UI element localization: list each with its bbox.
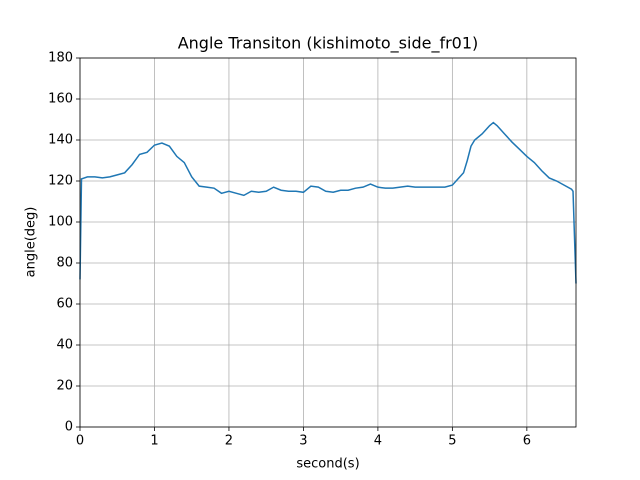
y-tick-label: 40 [56, 338, 73, 353]
y-tick-label: 180 [48, 51, 73, 66]
x-tick-label: 5 [448, 434, 456, 449]
y-tick-label: 160 [48, 92, 73, 107]
y-tick-label: 140 [48, 133, 73, 148]
y-tick-label: 60 [56, 297, 73, 312]
y-axis-label: angle(deg) [24, 207, 39, 278]
y-tick-label: 0 [65, 420, 73, 435]
data-line [79, 121, 577, 284]
y-tick-label: 100 [48, 215, 73, 230]
y-tick-label: 20 [56, 379, 73, 394]
x-tick-label: 2 [225, 434, 233, 449]
x-tick-label: 0 [76, 434, 84, 449]
x-tick-label: 1 [150, 434, 158, 449]
plot-frame [79, 57, 577, 428]
x-tick-label: 3 [299, 434, 307, 449]
chart-title: Angle Transiton (kishimoto_side_fr01) [178, 34, 479, 54]
y-tick-label: 120 [48, 174, 73, 189]
x-tick-label: 4 [374, 434, 382, 449]
y-tick-label: 80 [56, 256, 73, 271]
x-tick-label: 6 [523, 434, 531, 449]
x-axis-label: second(s) [296, 457, 359, 472]
